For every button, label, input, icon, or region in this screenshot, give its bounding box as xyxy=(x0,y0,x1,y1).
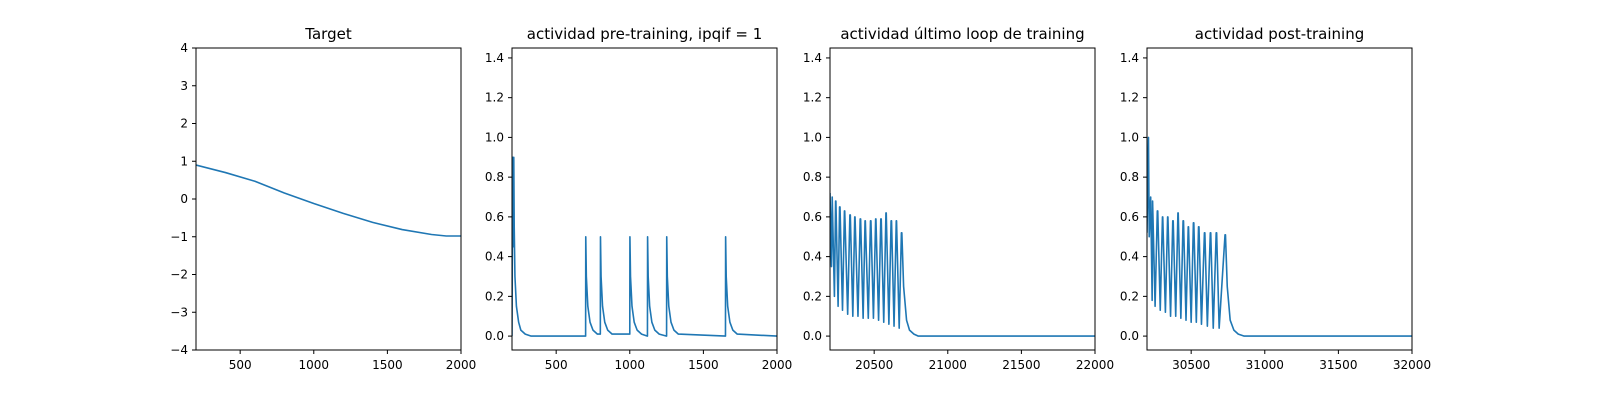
x-tick-label: 500 xyxy=(545,358,568,372)
axes-frame xyxy=(195,47,462,351)
y-tick-label: 0.4 xyxy=(1120,250,1139,264)
y-tick-label: 0.2 xyxy=(1120,289,1139,303)
y-tick-label: 0.8 xyxy=(1120,170,1139,184)
chart-panel-2: 500 1000 1500 2000 0.0 0.2 0.4 0.6 0.8 1.0 1.2 1.4 a… xyxy=(485,25,792,372)
y-tick-label: 0.4 xyxy=(485,250,504,264)
x-tick-label: 20500 xyxy=(855,358,893,372)
y-tick-label: 0.0 xyxy=(803,329,822,343)
chart-title: actividad último loop de training xyxy=(840,25,1084,43)
y-tick-label: 0.0 xyxy=(1120,329,1139,343)
y-tick-label: −1 xyxy=(170,230,188,244)
y-tick-label: −3 xyxy=(170,305,188,319)
x-tick-label: 31500 xyxy=(1319,358,1357,372)
y-tick-label: 1.2 xyxy=(1120,91,1139,105)
y-tick-label: 0.6 xyxy=(1120,210,1139,224)
y-tick-label: 4 xyxy=(180,41,188,55)
y-tick-label: 0.4 xyxy=(803,250,822,264)
x-tick-label: 1500 xyxy=(372,358,403,372)
y-tick-label: 0.2 xyxy=(485,289,504,303)
y-tick-label: 1.0 xyxy=(485,130,504,144)
y-tick-label: 1.4 xyxy=(485,51,504,65)
y-tick-label: −4 xyxy=(170,343,188,357)
y-tick-label: 1.0 xyxy=(803,130,822,144)
y-tick-label: 1.2 xyxy=(803,91,822,105)
chart-title: actividad post-training xyxy=(1195,25,1364,43)
x-tick-label: 22000 xyxy=(1076,358,1114,372)
x-tick-label: 500 xyxy=(229,358,252,372)
chart-panel-3: 20500 21000 21500 22000 0.0 0.2 0.4 0.6 0.8 1.0 1.… xyxy=(803,25,1114,372)
axes-frame xyxy=(511,47,778,351)
series-line-1 xyxy=(830,193,1095,337)
y-tick-label: 1.2 xyxy=(485,91,504,105)
x-tick-label: 21000 xyxy=(929,358,967,372)
x-tick-label: 1500 xyxy=(688,358,719,372)
series-line-1 xyxy=(1147,136,1412,337)
y-tick-label: 3 xyxy=(180,79,188,93)
x-tick-label: 32000 xyxy=(1393,358,1431,372)
y-tick-label: 2 xyxy=(180,117,188,131)
x-tick-label: 1000 xyxy=(615,358,646,372)
x-tick-label: 2000 xyxy=(762,358,793,372)
x-tick-label: 31000 xyxy=(1246,358,1284,372)
y-tick-label: 0.6 xyxy=(485,210,504,224)
y-tick-label: 0.8 xyxy=(803,170,822,184)
chart-panel-4: 30500 31000 31500 32000 0.0 0.2 0.4 0.6 0.8 1.0 1.… xyxy=(1120,25,1431,372)
y-tick-label: 0.6 xyxy=(803,210,822,224)
x-tick-label: 30500 xyxy=(1172,358,1210,372)
y-tick-label: −2 xyxy=(170,268,188,282)
axes-frame xyxy=(1146,47,1413,351)
y-tick-label: 1.4 xyxy=(803,51,822,65)
series-line-1 xyxy=(512,156,777,337)
y-tick-label: 1.4 xyxy=(1120,51,1139,65)
y-tick-label: 0.2 xyxy=(803,289,822,303)
x-tick-label: 1000 xyxy=(299,358,330,372)
axes-frame xyxy=(829,47,1096,351)
y-tick-label: 0.0 xyxy=(485,329,504,343)
chart-title: Target xyxy=(304,25,352,43)
series-line-1 xyxy=(196,164,461,237)
y-tick-label: 0 xyxy=(180,192,188,206)
x-tick-label: 21500 xyxy=(1002,358,1040,372)
y-tick-label: 0.8 xyxy=(485,170,504,184)
x-tick-label: 2000 xyxy=(446,358,477,372)
y-tick-label: 1 xyxy=(180,154,188,168)
chart-title: actividad pre-training, ipqif = 1 xyxy=(527,25,763,43)
y-tick-label: 1.0 xyxy=(1120,130,1139,144)
chart-panel-1: 500 1000 1500 2000 −4 −3 −2 −1 0 1 2 3 4 Target xyxy=(170,25,476,372)
